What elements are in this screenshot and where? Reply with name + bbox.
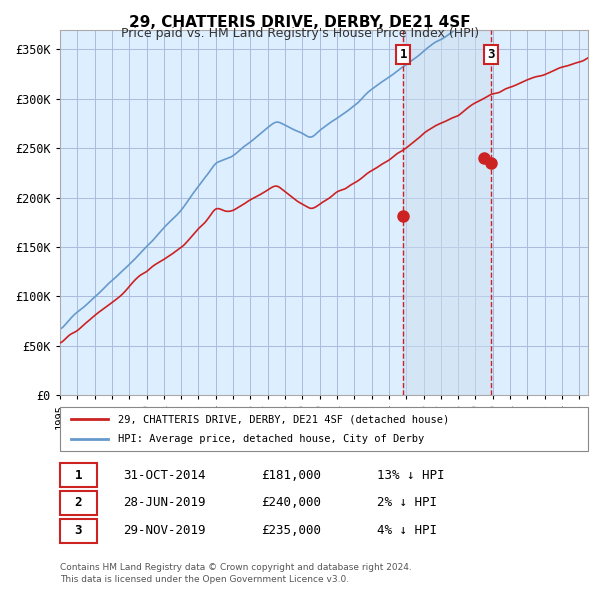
Text: £235,000: £235,000 (260, 525, 320, 537)
Text: 29, CHATTERIS DRIVE, DERBY, DE21 4SF: 29, CHATTERIS DRIVE, DERBY, DE21 4SF (129, 15, 471, 30)
Text: 3: 3 (75, 525, 82, 537)
Text: 3: 3 (487, 48, 495, 61)
Text: 1: 1 (400, 48, 407, 61)
Bar (403, 30, 491, 395)
FancyBboxPatch shape (60, 407, 588, 451)
FancyBboxPatch shape (60, 491, 97, 515)
Text: 29-NOV-2019: 29-NOV-2019 (124, 525, 206, 537)
Text: 1: 1 (75, 468, 82, 481)
Text: £240,000: £240,000 (260, 496, 320, 509)
Text: 31-OCT-2014: 31-OCT-2014 (124, 468, 206, 481)
Text: 2% ↓ HPI: 2% ↓ HPI (377, 496, 437, 509)
Text: 29, CHATTERIS DRIVE, DERBY, DE21 4SF (detached house): 29, CHATTERIS DRIVE, DERBY, DE21 4SF (de… (118, 415, 449, 424)
Text: 13% ↓ HPI: 13% ↓ HPI (377, 468, 444, 481)
Text: HPI: Average price, detached house, City of Derby: HPI: Average price, detached house, City… (118, 434, 424, 444)
Text: This data is licensed under the Open Government Licence v3.0.: This data is licensed under the Open Gov… (60, 575, 349, 584)
FancyBboxPatch shape (60, 519, 97, 543)
Text: 2: 2 (75, 496, 82, 509)
Text: Contains HM Land Registry data © Crown copyright and database right 2024.: Contains HM Land Registry data © Crown c… (60, 563, 412, 572)
Text: £181,000: £181,000 (260, 468, 320, 481)
Text: 28-JUN-2019: 28-JUN-2019 (124, 496, 206, 509)
Text: 4% ↓ HPI: 4% ↓ HPI (377, 525, 437, 537)
Text: Price paid vs. HM Land Registry's House Price Index (HPI): Price paid vs. HM Land Registry's House … (121, 27, 479, 40)
FancyBboxPatch shape (60, 463, 97, 487)
